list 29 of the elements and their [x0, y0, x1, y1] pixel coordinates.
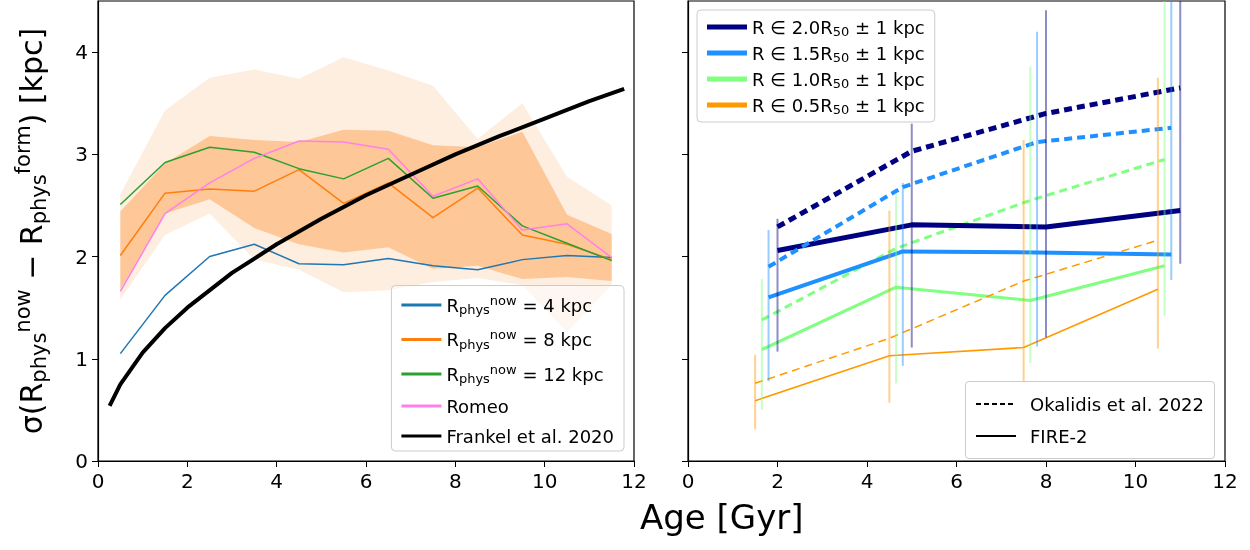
x-tick-label: 2 — [180, 469, 194, 493]
y-tick-label: 3 — [75, 142, 88, 167]
x-tick-label: 12 — [1212, 469, 1238, 493]
x-tick-label: 4 — [860, 469, 874, 493]
x-tick-label: 10 — [1122, 469, 1149, 493]
x-tick-label: 6 — [359, 469, 373, 493]
legend-label: Romeo — [446, 395, 509, 417]
y-tick-label: 4 — [75, 40, 88, 65]
y-axis-title: σ(Rphysnow − Rphysform) [kpc] — [10, 27, 51, 435]
line-series — [119, 243, 613, 355]
x-tick-label: 10 — [531, 469, 558, 493]
line-series — [119, 146, 613, 262]
legend-box: Okalidis et al. 2022 FIRE-2 — [965, 381, 1215, 459]
annotation: Okalidis et al. 2022 — [1030, 393, 1204, 415]
x-tick-label: 0 — [91, 469, 105, 493]
x-tick-label: 2 — [771, 469, 784, 493]
y-tick-label: 0 — [75, 449, 88, 473]
x-tick-label: 6 — [950, 469, 963, 493]
x-tick-label: 0 — [681, 469, 695, 493]
x-tick-label: 4 — [270, 469, 284, 493]
x-axis-title: Age [Gyr] — [640, 497, 804, 537]
x-tick-label: 8 — [1039, 469, 1053, 493]
y-tick-label: 2 — [75, 244, 88, 269]
y-tick-label: 1 — [75, 346, 88, 371]
line-series — [119, 168, 613, 261]
x-tick-label: 12 — [621, 469, 647, 493]
legend-label: Frankel et al. 2020 — [446, 425, 615, 447]
annotation: FIRE-2 — [1030, 425, 1088, 447]
x-tick-label: 8 — [448, 469, 462, 493]
